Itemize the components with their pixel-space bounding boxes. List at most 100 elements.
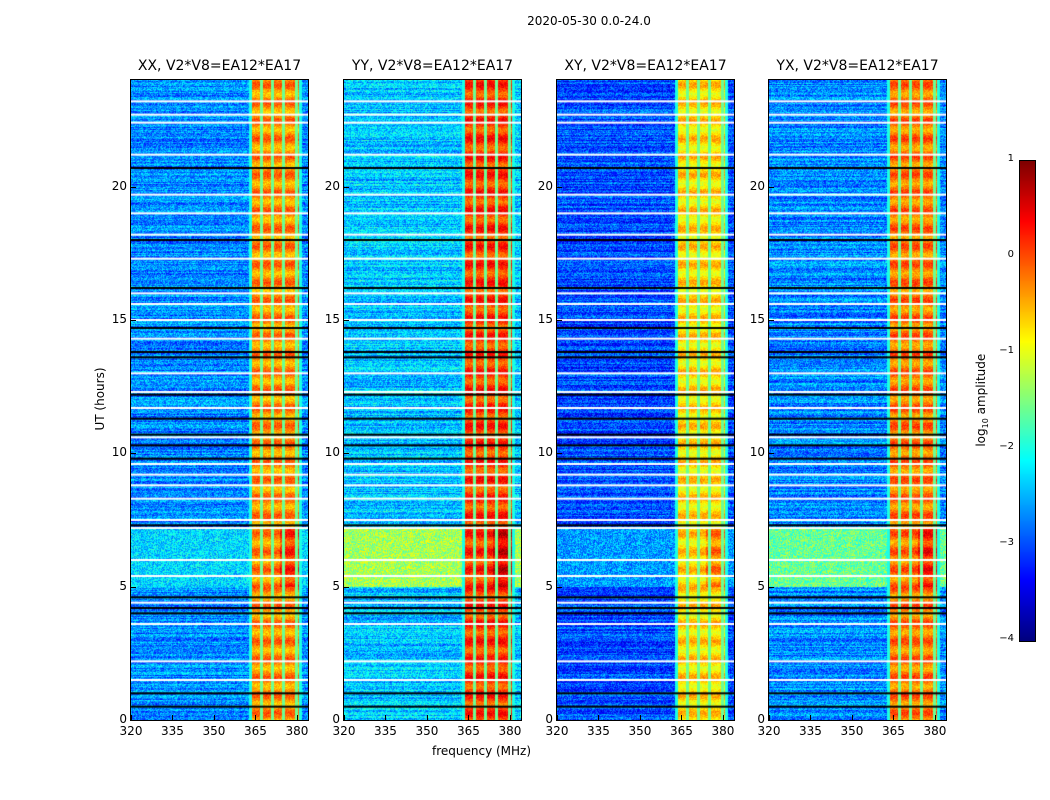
x-tick-mark xyxy=(255,715,257,720)
x-tick-label: 335 xyxy=(374,724,397,738)
y-axis-label: UT (hours) xyxy=(93,367,107,431)
y-tick-mark xyxy=(769,586,774,588)
x-tick-label: 320 xyxy=(545,724,569,738)
x-tick-mark xyxy=(509,715,511,720)
y-tick-mark xyxy=(131,453,136,455)
y-tick-label: 0 xyxy=(545,712,553,726)
y-tick-mark xyxy=(344,453,349,455)
x-tick-mark xyxy=(296,715,298,720)
heatmap-image xyxy=(769,80,946,720)
x-tick-label: 380 xyxy=(498,724,522,738)
y-tick-mark xyxy=(769,720,774,721)
colorbar-tick-label: 0 xyxy=(1007,249,1014,260)
x-tick-label: 335 xyxy=(587,724,610,738)
y-tick-mark xyxy=(131,186,136,188)
x-tick-mark xyxy=(722,715,724,720)
spectrogram-panel-2: YY, V2*V8=EA12*EA17 xyxy=(343,58,522,721)
y-tick-label: 0 xyxy=(119,712,127,726)
x-axis-label: frequency (MHz) xyxy=(432,744,532,758)
y-tick-label: 20 xyxy=(537,178,553,193)
y-tick-mark xyxy=(131,720,136,721)
heatmap-image xyxy=(557,80,734,720)
x-tick-label: 365 xyxy=(244,724,267,738)
y-tick-label: 10 xyxy=(324,445,340,460)
x-tick-mark xyxy=(681,715,683,720)
y-tick-mark xyxy=(344,720,349,721)
y-tick-label: 10 xyxy=(749,445,765,460)
x-tick-mark xyxy=(934,715,936,720)
heatmap-image xyxy=(131,80,308,720)
x-tick-mark xyxy=(769,715,770,720)
y-tick-label: 5 xyxy=(332,578,340,593)
y-tick-mark xyxy=(344,186,349,188)
y-tick-label: 15 xyxy=(749,312,765,326)
colorbar-tick-label: −2 xyxy=(999,441,1014,452)
y-tick-label: 15 xyxy=(324,312,340,326)
panel-title: YY, V2*V8=EA12*EA17 xyxy=(351,58,514,74)
y-tick-mark xyxy=(557,186,562,188)
y-tick-label: 20 xyxy=(324,178,340,193)
colorbar-tick-label: 1 xyxy=(1007,153,1014,164)
x-tick-mark xyxy=(172,715,174,720)
y-tick-mark xyxy=(344,320,349,321)
x-tick-label: 380 xyxy=(711,724,735,738)
y-tick-label: 0 xyxy=(332,712,340,726)
y-tick-label: 5 xyxy=(119,578,127,593)
x-tick-label: 350 xyxy=(202,724,226,738)
x-tick-label: 335 xyxy=(161,724,184,738)
x-tick-mark xyxy=(598,715,600,720)
spectrogram-panel-1: XX, V2*V8=EA12*EA17 xyxy=(130,58,309,721)
y-tick-mark xyxy=(769,453,774,455)
y-tick-mark xyxy=(557,320,562,321)
x-tick-mark xyxy=(344,715,345,720)
x-tick-mark xyxy=(851,715,853,720)
x-tick-mark xyxy=(385,715,387,720)
x-tick-label: 365 xyxy=(670,724,693,738)
y-tick-label: 0 xyxy=(757,712,765,726)
panel-title: XY, V2*V8=EA12*EA17 xyxy=(564,58,727,74)
x-tick-label: 320 xyxy=(757,724,781,738)
y-tick-label: 15 xyxy=(111,312,127,326)
y-tick-label: 10 xyxy=(111,445,127,460)
x-tick-label: 320 xyxy=(119,724,143,738)
colorbar xyxy=(1019,160,1036,642)
y-tick-mark xyxy=(769,186,774,188)
x-tick-label: 320 xyxy=(332,724,356,738)
y-tick-mark xyxy=(557,720,562,721)
x-tick-mark xyxy=(639,715,641,720)
colorbar-tick-label: −1 xyxy=(999,345,1014,356)
panel-title: XX, V2*V8=EA12*EA17 xyxy=(137,58,302,74)
y-tick-mark xyxy=(131,586,136,588)
x-tick-mark xyxy=(468,715,470,720)
y-tick-label: 20 xyxy=(111,178,127,193)
y-tick-mark xyxy=(557,453,562,455)
y-tick-label: 5 xyxy=(545,578,553,593)
x-tick-mark xyxy=(810,715,812,720)
spectrogram-panel-4: YX, V2*V8=EA12*EA17 xyxy=(768,58,947,721)
panel-title: YX, V2*V8=EA12*EA17 xyxy=(776,58,939,74)
y-tick-label: 5 xyxy=(757,578,765,593)
y-tick-label: 15 xyxy=(537,312,553,326)
spectrogram-panel-3: XY, V2*V8=EA12*EA17 xyxy=(556,58,735,721)
x-tick-label: 350 xyxy=(840,724,864,738)
figure-title: 2020-05-30 0.0-24.0 xyxy=(527,14,651,28)
x-tick-mark xyxy=(213,715,215,720)
x-tick-label: 380 xyxy=(285,724,309,738)
y-tick-label: 10 xyxy=(537,445,553,460)
x-tick-mark xyxy=(426,715,428,720)
y-tick-label: 20 xyxy=(749,178,765,193)
x-tick-label: 380 xyxy=(923,724,947,738)
x-tick-label: 350 xyxy=(415,724,439,738)
x-tick-mark xyxy=(557,715,558,720)
y-tick-mark xyxy=(131,320,136,321)
x-tick-label: 365 xyxy=(457,724,480,738)
colorbar-tick-label: −4 xyxy=(999,633,1014,644)
x-tick-mark xyxy=(131,715,132,720)
heatmap-image xyxy=(344,80,521,720)
x-tick-label: 365 xyxy=(882,724,905,738)
y-tick-mark xyxy=(769,320,774,321)
y-tick-mark xyxy=(344,586,349,588)
x-tick-label: 335 xyxy=(799,724,822,738)
y-tick-mark xyxy=(557,586,562,588)
